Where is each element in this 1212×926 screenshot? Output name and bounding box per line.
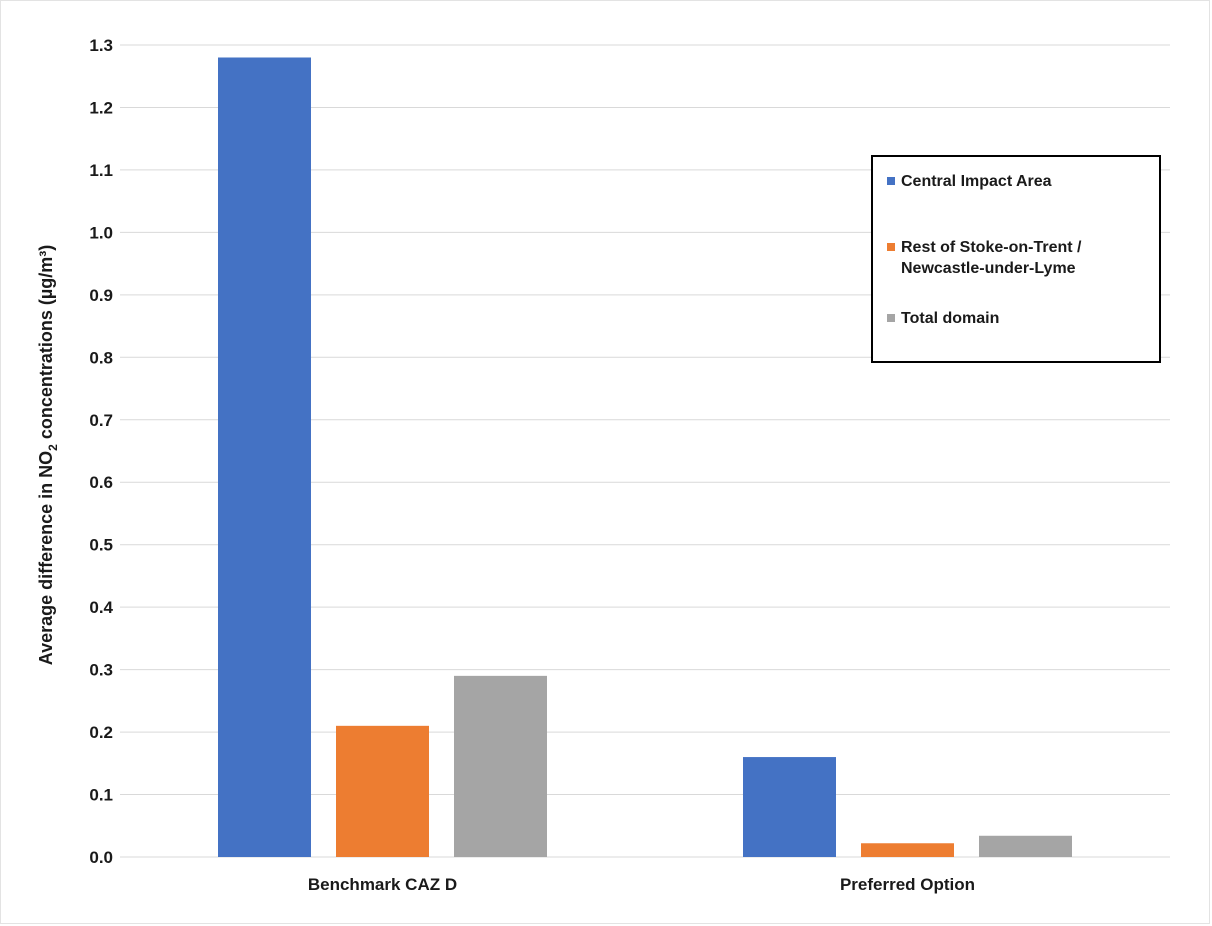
bar-benchmark-caz-d-central-impact-area <box>218 57 311 857</box>
bar-benchmark-caz-d-total-domain <box>454 675 547 857</box>
x-axis-labels: Benchmark CAZ D Preferred Option <box>308 875 975 894</box>
legend-label-rest-of-stoke: Rest of Stoke-on-Trent / Newcastle-under… <box>901 239 1082 277</box>
legend-swatch-total-domain <box>887 314 895 322</box>
y-tick-label: 0.6 <box>89 473 113 492</box>
y-axis-label-main: Average difference in NO <box>36 451 56 665</box>
x-category-label: Benchmark CAZ D <box>308 875 457 894</box>
bar-preferred-option-rest-of-stoke-on-trent-newcastle-under-lyme <box>861 843 954 857</box>
legend-label-total-domain: Total domain <box>901 310 1000 327</box>
y-tick-label: 0.9 <box>89 286 113 305</box>
legend-item-total-domain: Total domain <box>887 308 999 329</box>
y-tick-label: 1.1 <box>89 161 113 180</box>
y-tick-label: 0.5 <box>89 536 113 555</box>
y-axis-ticks: 0.0 0.1 0.2 0.3 0.4 0.5 0.6 0.7 0.8 0.9 1.0 1.1 1.2 1… <box>89 36 113 867</box>
y-tick-label: 0.2 <box>89 723 113 742</box>
y-tick-label: 1.2 <box>89 98 113 117</box>
y-tick-label: 0.1 <box>89 786 113 805</box>
y-tick-label: 0.0 <box>89 848 113 867</box>
bar-benchmark-caz-d-rest-of-stoke-on-trent-newcastle-under-lyme <box>336 725 429 857</box>
legend-label-central-impact-area: Central Impact Area <box>901 173 1052 190</box>
legend-item-central-impact-area: Central Impact Area <box>887 171 1052 192</box>
y-tick-label: 0.8 <box>89 348 113 367</box>
bars <box>218 57 1072 857</box>
legend-item-rest-of-stoke: Rest of Stoke-on-Trent / Newcastle-under… <box>887 237 1081 279</box>
y-tick-label: 0.7 <box>89 411 113 430</box>
y-tick-label: 0.4 <box>89 598 113 617</box>
bar-preferred-option-central-impact-area <box>743 757 836 857</box>
bar-preferred-option-total-domain <box>979 835 1072 857</box>
y-tick-label: 1.0 <box>89 223 113 242</box>
y-tick-label: 0.3 <box>89 661 113 680</box>
legend-swatch-central-impact-area <box>887 177 895 185</box>
y-axis-label: Average difference in NO2 concentrations… <box>36 245 60 665</box>
legend-swatch-rest-of-stoke <box>887 243 895 251</box>
y-tick-label: 1.3 <box>89 36 113 55</box>
x-category-label: Preferred Option <box>840 875 975 894</box>
legend: Central Impact Area Rest of Stoke-on-Tre… <box>871 155 1161 363</box>
y-axis-label-unit: concentrations (µg/m³) <box>36 245 56 444</box>
y-axis-label-subscript: 2 <box>46 444 60 451</box>
